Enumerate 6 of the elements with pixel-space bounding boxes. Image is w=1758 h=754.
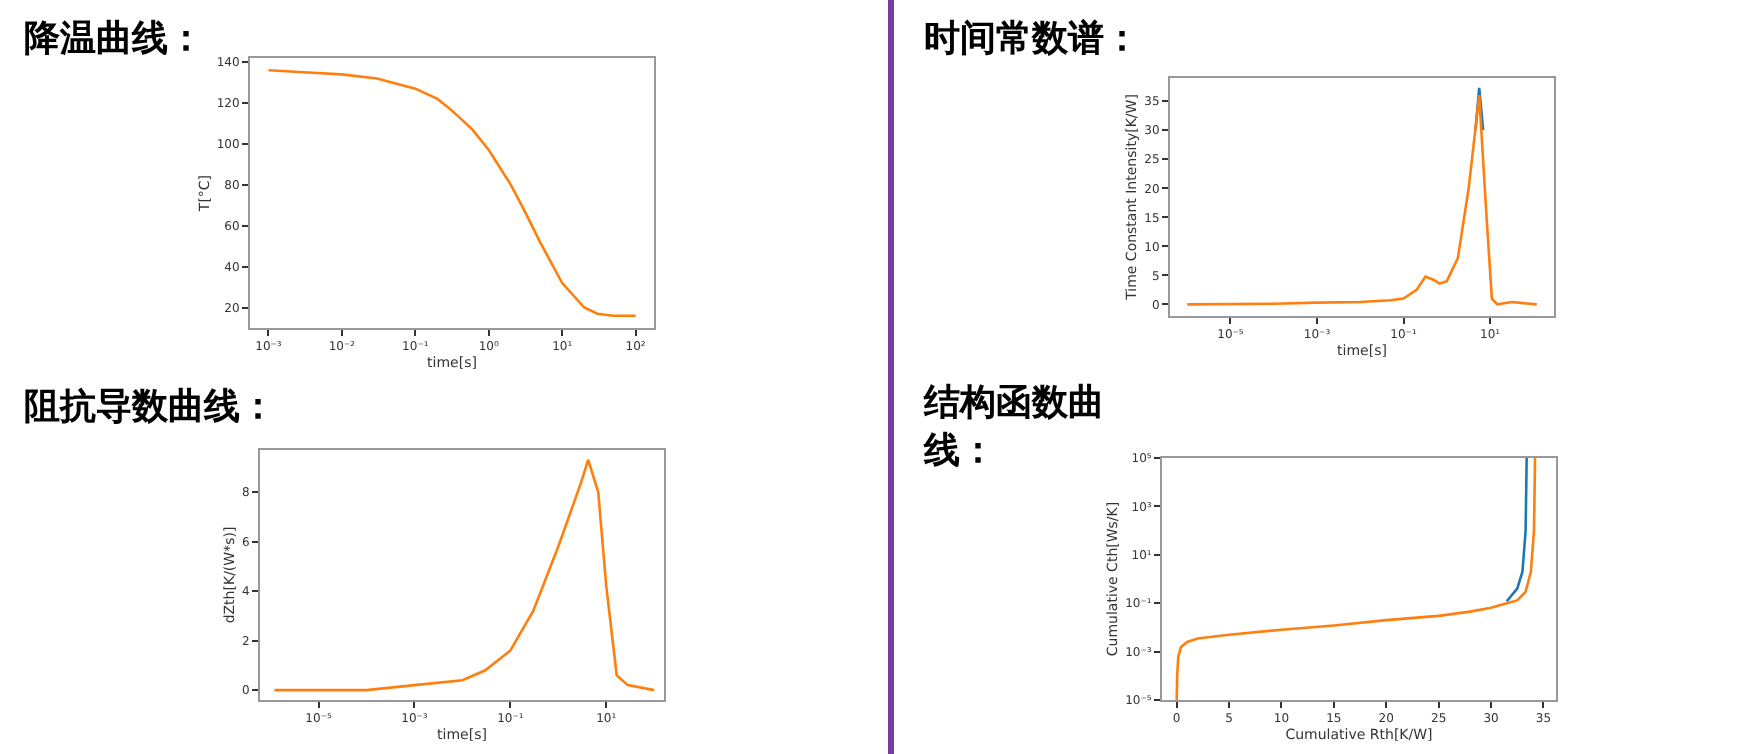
chart-title: 降温曲线： <box>24 18 204 60</box>
line-series <box>1505 458 1528 603</box>
chart-title: 时间常数谱： <box>924 16 1142 64</box>
line-series <box>1175 458 1537 700</box>
chart-title: 阻抗导数曲线： <box>24 384 278 432</box>
chart-title: 结构函数曲线： <box>924 382 1104 472</box>
